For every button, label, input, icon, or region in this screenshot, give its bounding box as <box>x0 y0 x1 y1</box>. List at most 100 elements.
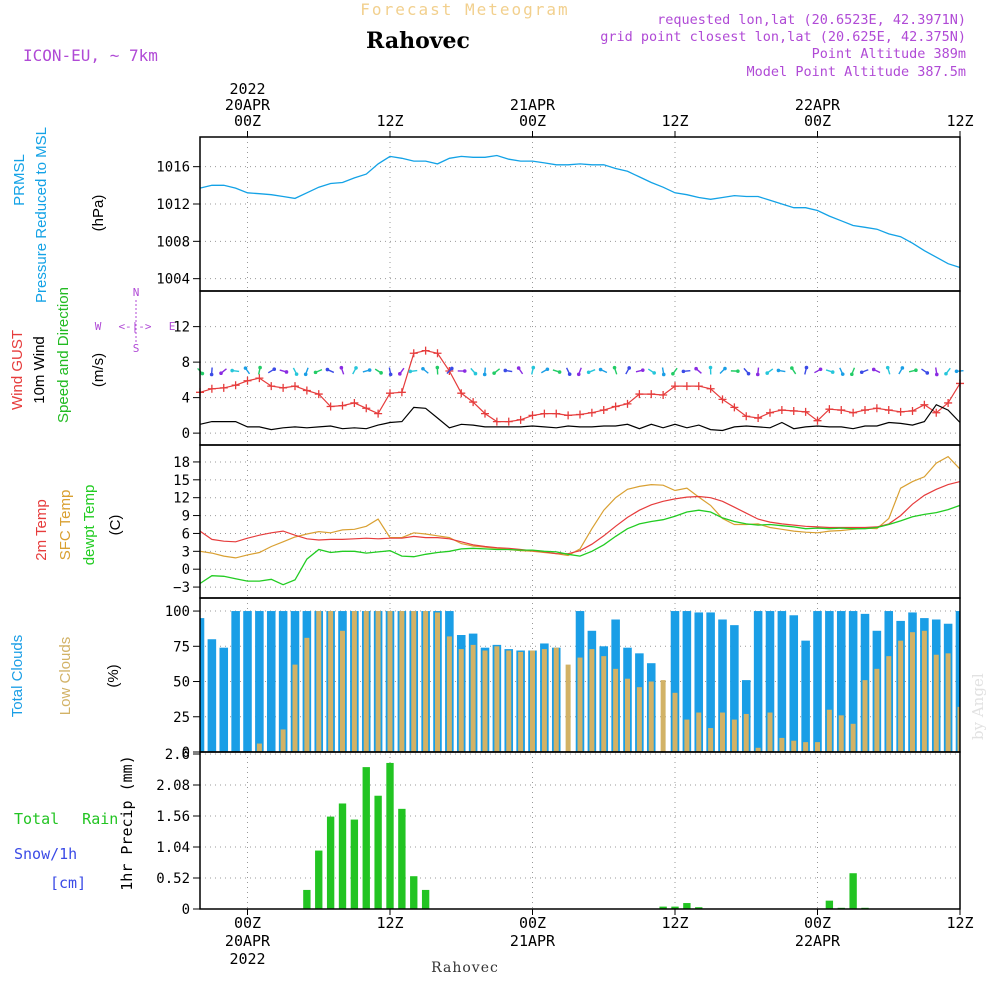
gust-marker <box>421 346 430 355</box>
gust-marker <box>623 399 632 408</box>
low-cloud-bar <box>482 650 488 752</box>
low-cloud-bar <box>886 656 892 752</box>
gust-marker <box>671 382 679 391</box>
low-cloud-bar <box>601 656 607 752</box>
temp-2m-line <box>199 481 961 555</box>
bottom-time-label: 12Z <box>376 914 403 932</box>
low-cloud-bar <box>553 647 559 752</box>
total-cloud-bar <box>836 611 846 752</box>
low-cloud-bar <box>720 712 725 752</box>
total-cloud-bar <box>730 625 739 752</box>
low-cloud-bar <box>256 743 262 752</box>
wind-panel: 0 4 8 12 <box>173 320 964 442</box>
y-tick-label: 1.04 <box>156 840 190 856</box>
low-cloud-bar <box>340 630 345 752</box>
low-cloud-bar <box>862 680 868 752</box>
wind-direction-arrowhead <box>462 369 467 373</box>
precip-bar <box>315 850 323 909</box>
bottom-time-label: 2022 <box>229 950 265 968</box>
gust-marker <box>730 403 739 412</box>
total-cloud-bar <box>670 611 680 752</box>
low-cloud-bar <box>660 680 666 752</box>
pressure-panel: 1004 1008 1012 1016 <box>156 154 961 288</box>
wind-direction-arrowhead <box>576 372 581 377</box>
panel-frame <box>199 751 961 910</box>
point-altitude: Point Altitude 389m <box>812 46 966 62</box>
low-cloud-bar <box>577 657 583 752</box>
wind-direction-arrowhead <box>313 370 318 375</box>
wind-direction-arrowhead <box>473 371 478 376</box>
wind-direction-arrowhead <box>200 371 205 376</box>
gust-marker <box>872 404 881 413</box>
low-cloud-bar <box>411 611 417 752</box>
precip-bar <box>421 889 430 909</box>
total-cloud-bar <box>682 611 692 752</box>
wind-direction-arrowhead <box>339 365 344 370</box>
sfc-temp-line <box>199 455 961 559</box>
gust-marker <box>777 406 786 415</box>
y-tick-label: 0.52 <box>156 871 190 887</box>
gust-marker <box>207 384 216 393</box>
total-cloud-bar <box>255 611 264 752</box>
y-tick-label: 0 <box>182 902 190 918</box>
gust-marker <box>861 406 869 415</box>
low-cloud-bar <box>423 611 429 752</box>
wind-direction-arrowhead <box>557 370 562 374</box>
wind-direction-arrowhead <box>804 365 809 370</box>
wind-direction-arrowhead <box>900 366 905 370</box>
gust-marker <box>516 415 525 424</box>
low-cloud-bar <box>506 650 512 752</box>
wind-direction-arrowhead <box>230 368 234 373</box>
wind-direction-arrowhead <box>925 371 930 375</box>
gust-marker <box>754 414 763 423</box>
dewpt-temp-line <box>199 504 961 586</box>
wind-direction-arrowhead <box>586 370 591 375</box>
low-cloud-bar <box>826 709 832 752</box>
total-cloud-bar <box>813 611 822 752</box>
y-tick-label: 75 <box>173 639 190 655</box>
gust-label: Wind GUST <box>9 330 26 410</box>
low-cloud-bar <box>304 637 310 752</box>
gust-marker <box>908 406 917 415</box>
low-cloud-bar <box>648 681 654 752</box>
low-cloud-bar <box>494 646 500 752</box>
wind-direction-arrowhead <box>944 371 948 376</box>
precip-bar <box>374 795 382 909</box>
wind-direction-arrowhead <box>567 372 572 376</box>
gust-marker <box>659 390 668 399</box>
wind-direction-arrowhead <box>294 372 299 376</box>
low-cloud-bar <box>815 742 820 752</box>
wind-direction-arrowhead <box>531 365 536 370</box>
panel-frames <box>199 136 961 910</box>
gust-marker <box>397 388 406 397</box>
y-tick-label: 1.56 <box>156 809 190 825</box>
gust-marker <box>433 349 442 358</box>
pressure-unit-label: (hPa) <box>90 195 107 232</box>
gust-marker <box>504 417 513 426</box>
total-cloud-bar <box>789 615 799 752</box>
precip-bar <box>683 903 691 909</box>
model-label: ICON-EU, ~ 7km <box>23 46 158 65</box>
total-cloud-bar <box>825 611 834 752</box>
precip-bar <box>398 808 406 909</box>
low-cloud-bar <box>328 611 334 752</box>
precip-bar <box>326 816 335 909</box>
precip-bar <box>659 906 667 909</box>
precip-bar <box>303 889 311 909</box>
bottom-time-label: 12Z <box>946 914 973 932</box>
compass-west: W <box>95 320 102 333</box>
bottom-time-label: 20APR <box>225 932 271 950</box>
wind-speed-line <box>199 403 961 432</box>
wind-direction-arrowhead <box>209 372 214 377</box>
y-tick-label: 1012 <box>156 197 190 213</box>
bottom-time-label: 00Z <box>519 914 546 932</box>
low-cloud-bar <box>708 728 714 752</box>
wind-direction-arrowhead <box>661 372 666 377</box>
low-cloud-bar <box>743 713 749 752</box>
wind-direction-arrowhead <box>708 365 713 370</box>
gust-marker <box>255 374 264 383</box>
wind-direction-arrowhead <box>765 371 770 375</box>
low-cloud-bar <box>458 649 464 752</box>
